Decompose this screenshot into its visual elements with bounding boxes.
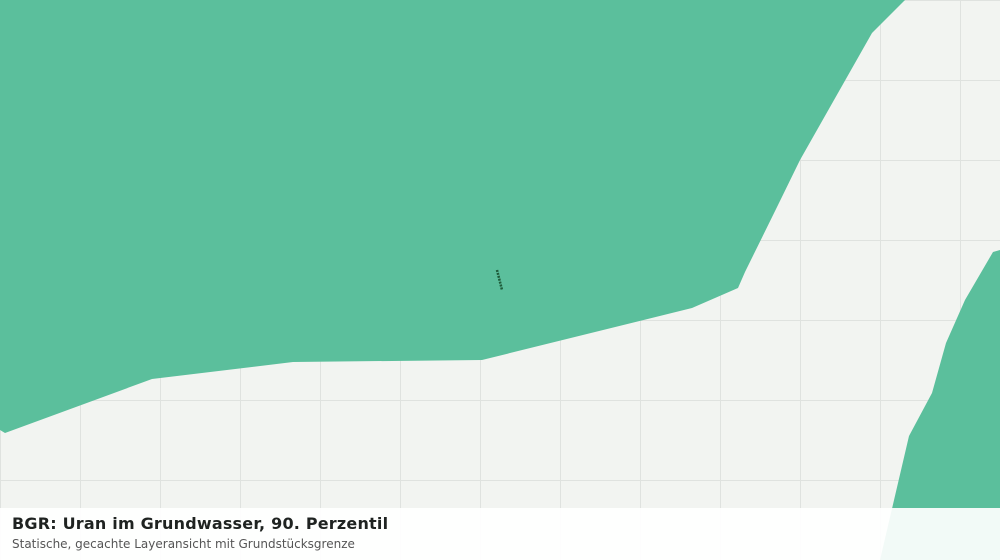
uranium-area (880, 250, 1000, 560)
layer-title: BGR: Uran im Grundwasser, 90. Perzentil (12, 514, 389, 533)
layer-subtitle: Statische, gecachte Layeransicht mit Gru… (12, 537, 355, 551)
uranium-area (0, 0, 905, 433)
caption-bar: BGR: Uran im Grundwasser, 90. Perzentil … (0, 508, 1000, 560)
parcel-boundary (495, 269, 504, 291)
